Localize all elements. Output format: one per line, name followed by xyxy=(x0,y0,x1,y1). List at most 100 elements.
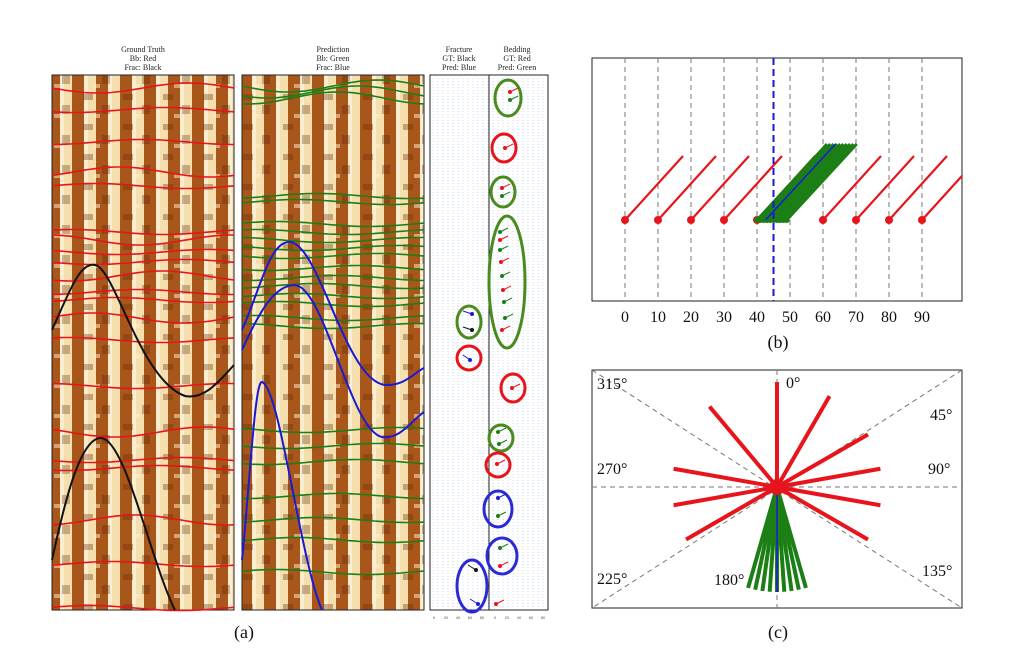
angle-315: 315° xyxy=(597,376,627,393)
bedding-tadpole xyxy=(498,564,502,568)
gt-title: Ground Truth xyxy=(121,45,165,54)
fracture-ellipse-green xyxy=(455,304,483,340)
bedding-tadpole xyxy=(499,260,503,264)
pred-bedding-curve xyxy=(241,220,425,228)
bedding-ellipse-6 xyxy=(487,423,515,453)
caption-c: (c) xyxy=(768,622,788,643)
pred-bedding-curve xyxy=(241,516,425,524)
x-tick: 50 xyxy=(782,309,798,326)
panel-b: 0 10 20 30 40 50 60 70 80 90 (b) xyxy=(591,57,963,353)
fracture-pred-label: Pred: Blue xyxy=(442,63,476,72)
angle-45: 45° xyxy=(930,407,952,424)
panel-c: 0° 45° 90° 135° 180° 225° 270° 315° (c) xyxy=(591,369,963,643)
gt-bedding-curve xyxy=(51,182,235,190)
bedding-tadpole xyxy=(502,300,506,304)
pred-bedding-curve xyxy=(241,192,425,200)
predicted-dip-line xyxy=(765,142,839,222)
bedding-ellipse-8 xyxy=(482,489,514,529)
pred-fracture-curve-3 xyxy=(241,380,323,611)
gt-fracture-curve-1 xyxy=(51,263,235,398)
predicted-dip-point xyxy=(783,217,790,223)
bedding-tadpole xyxy=(500,194,504,198)
gt-bedding-curve xyxy=(51,106,235,114)
pred-bedding-curve xyxy=(241,244,425,252)
gt-bedding-curves xyxy=(51,82,235,612)
gt-bedding-curve xyxy=(51,258,235,266)
ground-truth-dip-line xyxy=(624,155,684,221)
ground-truth-dip-line xyxy=(723,155,783,221)
panel-c-center xyxy=(769,479,785,495)
caption-b: (b) xyxy=(768,332,789,353)
pred-frac-label: Frac: Blue xyxy=(316,63,350,72)
ground-truth-dip-point xyxy=(687,216,695,224)
svg-text:20: 20 xyxy=(505,615,510,620)
gt-bedding-curve xyxy=(51,382,235,390)
svg-text:80: 80 xyxy=(480,615,485,620)
bedding-tadpole xyxy=(496,430,500,434)
pred-bedding-curves xyxy=(241,79,425,576)
gt-bedding-curve xyxy=(51,288,234,296)
predicted-dip-line xyxy=(769,142,842,222)
pred-bedding-curve xyxy=(241,458,425,466)
x-tick: 60 xyxy=(815,309,831,326)
svg-text:60: 60 xyxy=(468,615,473,620)
angle-0: 0° xyxy=(786,375,800,392)
bedding-ellipse-7 xyxy=(484,451,512,479)
fracture-gt-label: GT: Black xyxy=(442,54,475,63)
gt-bedding-curve xyxy=(51,296,235,304)
predicted-dip-line xyxy=(762,142,835,222)
gt-bedding-curve xyxy=(51,456,235,464)
ground-truth-dip-point xyxy=(621,216,629,224)
fracture-title: Fracture xyxy=(446,45,473,54)
gt-bedding-curve xyxy=(51,228,235,236)
pred-bedding-curve xyxy=(241,228,425,236)
ground-truth-dip-point xyxy=(720,216,728,224)
predicted-dip-line xyxy=(772,142,845,222)
gt-bedding-curve xyxy=(51,604,235,612)
angle-90: 90° xyxy=(928,461,950,478)
svg-text:40: 40 xyxy=(517,615,522,620)
pred-bedding-curve xyxy=(242,492,425,500)
bedding-tadpole xyxy=(503,146,507,150)
caption-a: (a) xyxy=(234,622,254,643)
x-tick: 90 xyxy=(914,309,930,326)
bedding-ellipse-3 xyxy=(489,175,517,209)
ground-truth-azimuth-spoke xyxy=(776,485,869,542)
svg-text:0: 0 xyxy=(494,615,497,620)
tadpole-strip: 0 20 40 60 80 0 20 40 60 80 xyxy=(429,74,549,620)
svg-text:60: 60 xyxy=(529,615,534,620)
ground-truth-azimuth-spoke xyxy=(685,485,778,542)
ground-truth-azimuth-spoke xyxy=(775,395,832,488)
pred-bedding-curve xyxy=(242,274,425,282)
gt-bb-label: Bb: Red xyxy=(130,54,156,63)
pred-bedding-curve xyxy=(241,252,425,260)
bedding-tadpole xyxy=(510,386,514,390)
ground-truth-azimuth-spoke xyxy=(776,466,881,489)
bedding-tadpole xyxy=(498,230,502,234)
bedding-pred-label: Pred: Green xyxy=(498,63,536,72)
bedding-title: Bedding xyxy=(503,45,530,54)
ground-truth-azimuth-spoke xyxy=(776,432,869,489)
strip-ticks-right: 0 20 40 60 80 xyxy=(494,615,546,620)
gt-bedding-curve xyxy=(51,426,235,438)
gt-frac-label: Frac: Black xyxy=(124,63,161,72)
predicted-dip-line xyxy=(782,142,855,222)
panel-b-gridlines xyxy=(624,58,923,301)
bedding-tadpoles xyxy=(494,87,521,606)
ground-truth-azimuth-spoke xyxy=(776,485,881,508)
svg-text:40: 40 xyxy=(456,615,461,620)
predicted-dip-line xyxy=(785,142,858,222)
pred-bedding-curve xyxy=(241,426,425,434)
x-tick: 10 xyxy=(650,309,666,326)
angle-270: 270° xyxy=(597,461,627,478)
bedding-tadpole xyxy=(495,462,499,466)
bedding-gt-label: GT: Red xyxy=(503,54,530,63)
pred-bedding-curve xyxy=(241,91,425,105)
ground-truth-dip-point xyxy=(852,216,860,224)
panel-c-ground-truth xyxy=(673,382,881,542)
ground-truth-dip-point xyxy=(885,216,893,224)
ground-truth-dip-line xyxy=(822,155,882,221)
bedding-tadpole xyxy=(498,238,502,242)
ground-truth-dip-line xyxy=(690,155,750,221)
